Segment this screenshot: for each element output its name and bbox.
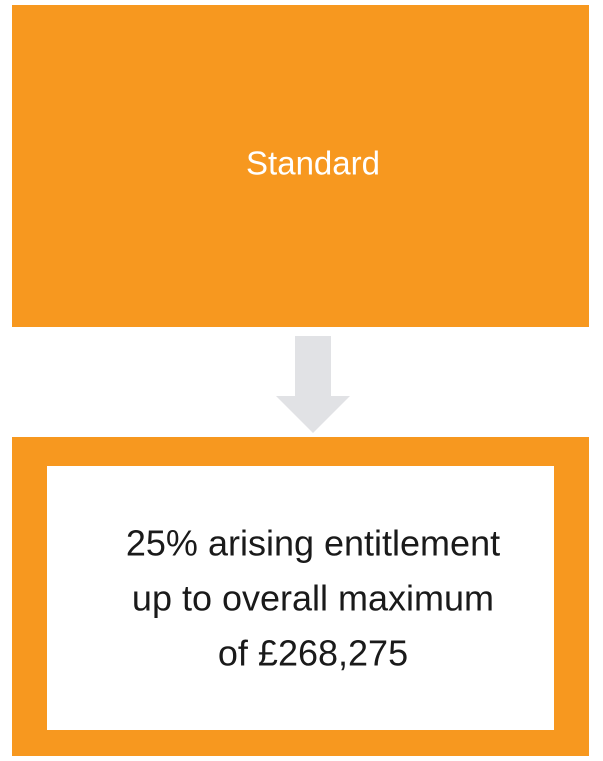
top-label: Standard [246,145,380,182]
bottom-line: up to overall maximum [132,578,494,619]
bottom-line: of £268,275 [218,633,408,674]
arrow [276,336,350,433]
bottom-line: 25% arising entitlement [126,523,500,564]
top-box [12,5,589,327]
inner-box [47,466,554,730]
